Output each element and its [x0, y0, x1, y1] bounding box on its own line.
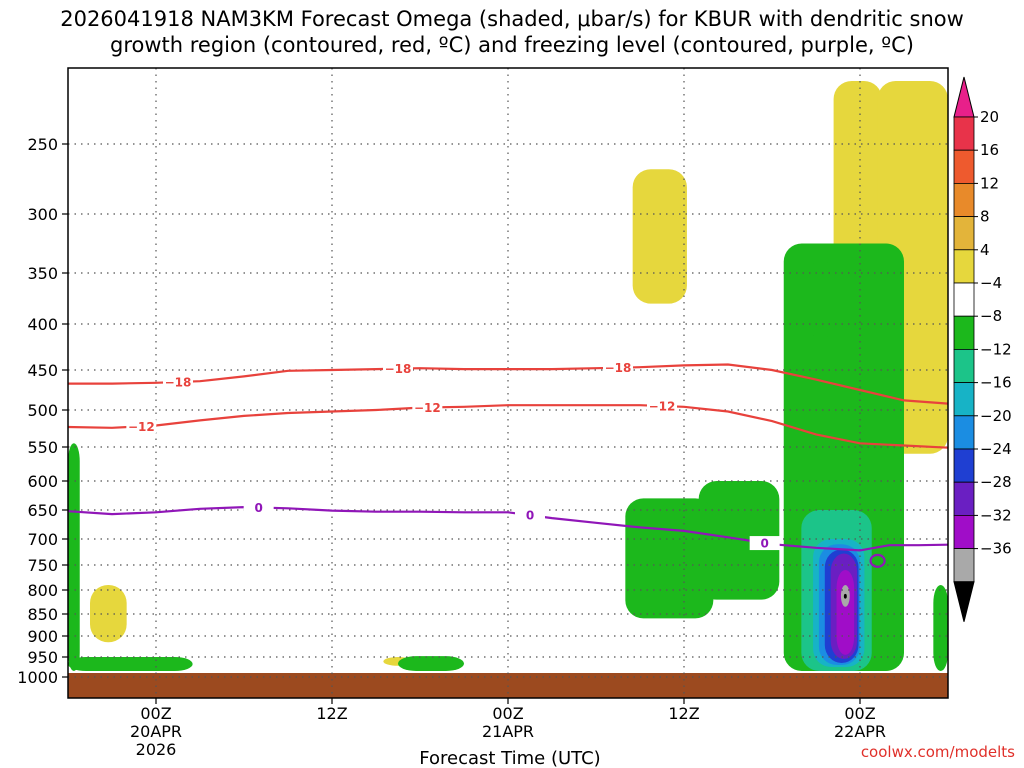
colorbar-swatch-1	[953, 149, 975, 184]
contour-label-bg	[383, 361, 413, 376]
contour-label-0-0: −18	[165, 376, 192, 390]
contour-label-bg	[515, 508, 545, 523]
colorbar-label-13: −36	[980, 540, 1012, 558]
contour-label-bg	[603, 360, 633, 375]
colorbar-label-8: −16	[980, 374, 1012, 392]
colorbar-swatch-8	[953, 382, 975, 417]
omega-region-20	[843, 593, 847, 599]
x-tick-label-24-1: 21APR	[482, 722, 534, 741]
title: 2026041918 NAM3KM Forecast Omega (shaded…	[60, 7, 964, 57]
omega-region-18	[836, 570, 855, 655]
x-tick-label-0-2: 2026	[136, 740, 177, 759]
colorbar-swatch-4	[953, 249, 975, 284]
x-axis-label: Forecast Time (UTC)	[419, 748, 600, 768]
x-tick-label-12-0: 12Z	[316, 704, 347, 723]
colorbar-swatch-7	[953, 348, 975, 383]
x-tick-label-24-0: 00Z	[492, 704, 523, 723]
colorbar-label-10: −24	[980, 440, 1012, 458]
y-tick-label-350: 350	[27, 264, 58, 283]
colorbar-swatch-9	[953, 415, 975, 450]
colorbar-label-6: −8	[980, 307, 1002, 325]
colorbar-label-12: −32	[980, 506, 1012, 524]
contour-lines: −18 −18 −18 −12 −12 −12 0 0 0	[67, 360, 949, 568]
colorbar-swatch-3	[953, 216, 975, 251]
x-tick-label-48-1: 22APR	[834, 722, 886, 741]
freezing-level-loop	[869, 553, 886, 568]
omega-region-8	[804, 261, 838, 338]
colorbar: 20 16 12 8 4 −4 −8 −12 −16 −20 −24 −28 −32 −36	[953, 76, 1012, 622]
colorbar-swatch-10	[953, 448, 975, 483]
y-tick-label-500: 500	[27, 401, 58, 420]
contour-line-1	[67, 404, 949, 449]
omega-region-7	[625, 498, 714, 619]
y-tick-label-900: 900	[27, 627, 58, 646]
contour-label-bg	[749, 536, 780, 551]
x-tick-label-48-0: 00Z	[844, 704, 875, 723]
y-tick-label-850: 850	[27, 605, 58, 624]
y-tick-label-950: 950	[27, 648, 58, 667]
title-line-1: 2026041918 NAM3KM Forecast Omega (shaded…	[60, 7, 964, 31]
colorbar-swatch-0	[953, 116, 975, 151]
contour-label-1-1: −12	[414, 401, 441, 415]
title-line-2: growth region (contoured, red, ºC) and f…	[110, 33, 914, 57]
omega-region-6	[698, 481, 780, 600]
contour-label-bg	[126, 419, 157, 434]
omega-region-9	[933, 585, 948, 671]
colorbar-label-5: −4	[980, 274, 1002, 292]
omega-region-0	[632, 169, 687, 304]
contour-label-1-0: −12	[128, 420, 155, 434]
omega-shading	[68, 81, 948, 671]
y-axis-ticks: 250 300 350 400 450 500 550 600 650 700 750 800 850 9…	[17, 135, 68, 687]
colorbar-over-arrow	[953, 76, 975, 118]
omega-region-10	[68, 443, 80, 671]
contour-label-bg	[412, 400, 443, 415]
y-tick-label-250: 250	[27, 135, 58, 154]
x-tick-label-0-0: 00Z	[140, 704, 171, 723]
contour-line-0	[68, 363, 949, 405]
contour-label-0-2: −18	[605, 361, 632, 375]
x-tick-label-36-0: 12Z	[668, 704, 699, 723]
colorbar-label-0: 20	[980, 108, 999, 126]
contour-label-bg	[647, 399, 677, 413]
x-tick-label-0-1: 20APR	[130, 722, 182, 741]
colorbar-label-9: −20	[980, 407, 1012, 425]
y-tick-label-400: 400	[27, 315, 58, 334]
colorbar-label-11: −28	[980, 473, 1012, 491]
y-tick-label-700: 700	[27, 530, 58, 549]
colorbar-swatch-12	[953, 515, 975, 550]
y-tick-label-800: 800	[27, 581, 58, 600]
contour-label-1-2: −12	[649, 400, 676, 414]
colorbar-label-7: −12	[980, 340, 1012, 358]
colorbar-swatch-11	[953, 481, 975, 516]
colorbar-label-1: 16	[980, 141, 999, 159]
colorbar-swatch-13	[953, 548, 975, 583]
colorbar-label-2: 12	[980, 174, 999, 192]
y-tick-label-450: 450	[27, 361, 58, 380]
colorbar-under-arrow	[953, 581, 975, 622]
omega-region-12	[398, 656, 464, 671]
y-tick-label-600: 600	[27, 472, 58, 491]
grid-lines	[68, 68, 948, 698]
credit-text: coolwx.com/modelts	[861, 743, 1015, 761]
y-tick-label-750: 750	[27, 556, 58, 575]
colorbar-swatch-6	[953, 315, 975, 350]
omega-region-11	[68, 657, 193, 671]
colorbar-label-4: 4	[980, 241, 990, 259]
contour-label-2-0: 0	[254, 501, 262, 515]
contour-label-0-1: −18	[385, 362, 412, 376]
contour-label-bg	[243, 500, 274, 515]
y-tick-label-1000: 1000	[17, 668, 58, 687]
y-tick-label-650: 650	[27, 501, 58, 520]
colorbar-label-3: 8	[980, 208, 990, 226]
contour-label-2-2: 0	[760, 537, 768, 551]
y-tick-label-300: 300	[27, 205, 58, 224]
y-tick-label-550: 550	[27, 438, 58, 457]
colorbar-swatch-5	[953, 282, 975, 317]
contour-label-bg	[163, 375, 193, 389]
colorbar-swatch-2	[953, 182, 975, 217]
contour-label-2-1: 0	[526, 509, 534, 523]
